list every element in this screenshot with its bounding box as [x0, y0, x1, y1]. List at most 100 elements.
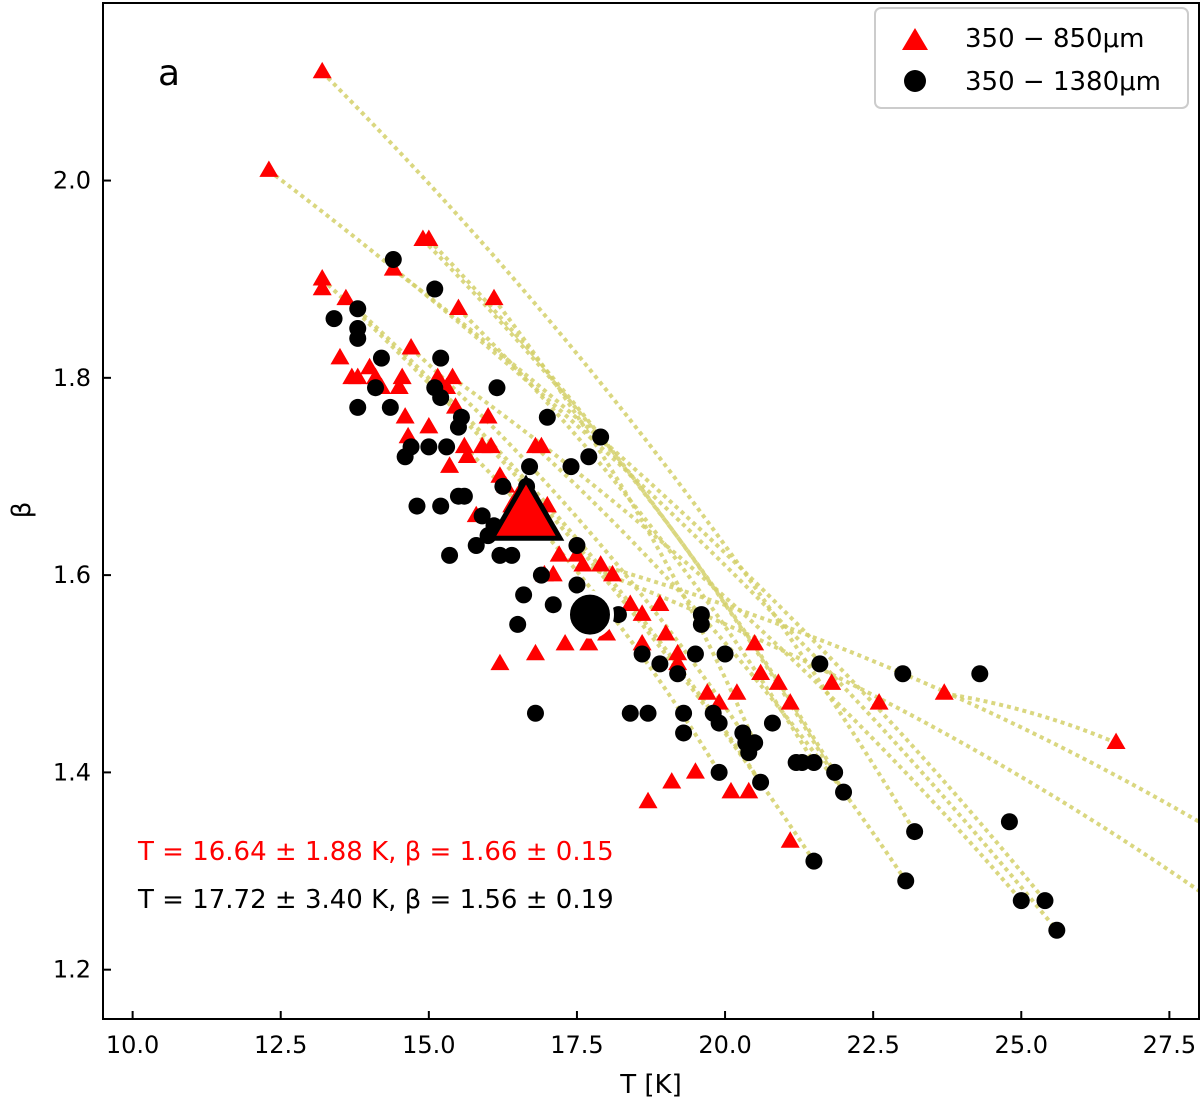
circle-point-1 — [349, 300, 367, 318]
link-curve-12 — [943, 691, 1117, 745]
triangle-point-18 — [419, 229, 439, 246]
circle-point-25 — [473, 507, 491, 525]
triangle-point-7 — [348, 367, 368, 385]
circle-point-6 — [372, 349, 390, 367]
triangle-point-48 — [620, 594, 640, 611]
circle-point-68 — [793, 754, 811, 772]
circle-point-42 — [568, 537, 586, 555]
circle-point-22 — [452, 408, 470, 426]
y-tick-label-2: 1.6 — [53, 561, 91, 589]
triangle-point-3 — [312, 278, 332, 296]
circle-point-33 — [515, 586, 533, 604]
x-tick-label-4: 20.0 — [698, 1031, 751, 1059]
circle-point-24 — [467, 537, 485, 555]
circle-point-64 — [746, 734, 764, 752]
circle-point-0 — [325, 310, 343, 328]
circle-point-3 — [349, 329, 367, 347]
triangle-point-66 — [869, 693, 889, 710]
circle-point-5 — [367, 379, 385, 397]
circle-point-12 — [420, 438, 438, 456]
circle-point-51 — [669, 665, 687, 683]
triangle-point-19 — [419, 416, 439, 434]
circle-point-36 — [521, 458, 539, 476]
circle-point-7 — [381, 398, 399, 416]
triangle-point-63 — [780, 831, 800, 848]
mean-triangle-marker — [487, 474, 565, 541]
axes: 10.0 12.5 15.0 17.5 20.0 22.5 25.0 27.5 1.2 1.4 1.… — [53, 2, 1200, 1059]
triangle-point-32 — [484, 288, 504, 306]
circle-point-29 — [488, 379, 506, 397]
triangle-point-56 — [697, 683, 717, 700]
circle-point-43 — [568, 576, 586, 594]
x-tick-label-6: 25.0 — [995, 1031, 1048, 1059]
link-curve-0 — [267, 169, 1059, 932]
triangle-point-22 — [440, 456, 460, 473]
circle-point-40 — [544, 596, 562, 614]
triangle-point-72 — [597, 624, 617, 641]
triangle-point-73 — [632, 633, 652, 651]
mean-circle-marker — [565, 590, 614, 639]
triangle-point-5 — [330, 347, 350, 365]
circle-point-31 — [503, 546, 521, 564]
circle-point-45 — [592, 428, 610, 446]
y-tick-label-0: 1.2 — [53, 956, 91, 984]
x-tick-label-0: 10.0 — [106, 1031, 159, 1059]
triangle-point-65 — [822, 673, 842, 690]
triangle-point-61 — [751, 663, 771, 681]
panel-label: a — [158, 53, 180, 94]
triangle-point-30 — [478, 407, 498, 424]
circle-point-58 — [710, 763, 728, 781]
triangle-point-13 — [392, 367, 412, 385]
circle-point-80 — [1036, 892, 1054, 910]
triangle-point-51 — [650, 594, 670, 611]
triangle-point-50 — [638, 791, 658, 809]
circle-point-78 — [1000, 813, 1018, 831]
triangle-point-42 — [549, 545, 569, 562]
triangle-point-27 — [457, 446, 477, 463]
circle-point-77 — [971, 665, 989, 683]
y-tick-label-3: 1.8 — [53, 364, 91, 392]
legend-entry-1: 350 − 850μm — [965, 24, 1144, 54]
triangle-point-64 — [780, 693, 800, 710]
triangle-point-39 — [531, 436, 551, 454]
y-axis-label: β — [7, 502, 37, 519]
circle-point-72 — [826, 763, 844, 781]
x-tick-label-5: 22.5 — [846, 1031, 899, 1059]
circle-point-71 — [811, 655, 829, 673]
triangle-point-52 — [656, 624, 676, 641]
link-curve-1 — [320, 70, 917, 833]
triangle-point-60 — [739, 781, 759, 799]
triangle-point-70 — [525, 643, 545, 661]
triangle-point-58 — [721, 781, 741, 799]
triangle-point-23 — [443, 367, 463, 385]
mean-markers — [487, 474, 614, 639]
triangle-point-53 — [662, 772, 682, 789]
triangle-point-4 — [336, 288, 356, 306]
circle-point-23 — [455, 487, 473, 505]
link-curve-3 — [421, 238, 837, 774]
x-tick-label-3: 17.5 — [550, 1031, 603, 1059]
triangle-point-25 — [448, 298, 468, 316]
circle-point-15 — [432, 349, 450, 367]
triangle-point-67 — [934, 683, 954, 700]
circle-point-75 — [897, 872, 915, 890]
triangle-point-69 — [490, 653, 510, 671]
circle-point-48 — [633, 645, 651, 663]
triangle-point-68 — [1106, 732, 1126, 750]
circle-point-79 — [1012, 892, 1030, 910]
triangle-point-54 — [668, 653, 688, 671]
circle-point-81 — [1048, 921, 1066, 939]
circle-point-28 — [491, 546, 509, 564]
legend: 350 − 850μm 350 − 1380μm — [874, 7, 1189, 109]
circle-point-44 — [580, 448, 598, 466]
triangle-point-71 — [555, 633, 575, 651]
x-tick-label-7: 27.5 — [1143, 1031, 1196, 1059]
circle-point-11 — [408, 497, 426, 515]
circle-point-59 — [710, 714, 728, 732]
triangle-point-75 — [745, 633, 765, 651]
circle-point-49 — [639, 704, 657, 722]
linking-curves — [267, 70, 1200, 932]
link-curve-11 — [582, 563, 1200, 893]
circle-point-52 — [675, 704, 693, 722]
